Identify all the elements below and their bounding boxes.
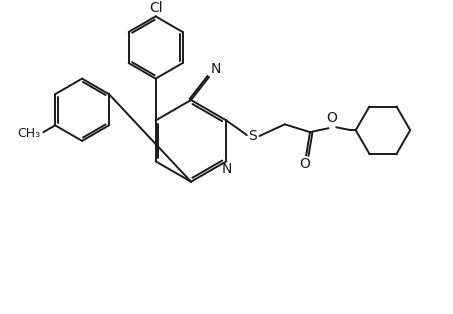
Text: O: O — [326, 111, 337, 125]
Text: O: O — [300, 157, 311, 171]
Text: S: S — [248, 129, 256, 143]
Text: N: N — [211, 62, 221, 76]
Text: CH₃: CH₃ — [17, 127, 40, 140]
Text: N: N — [221, 162, 231, 176]
Text: Cl: Cl — [149, 2, 163, 15]
